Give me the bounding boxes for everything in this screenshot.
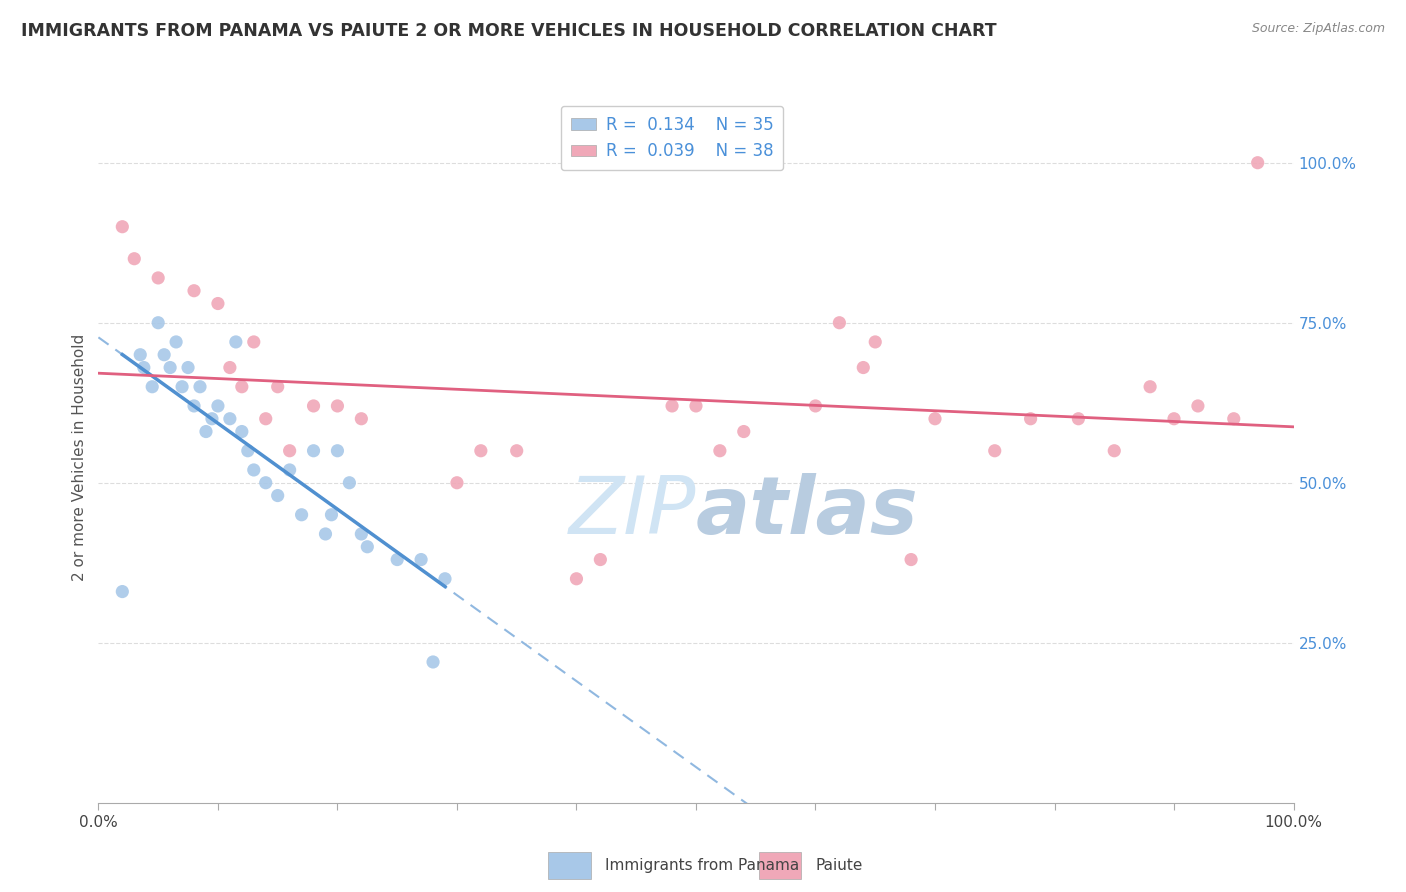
Point	[1223, 411, 1246, 425]
Point	[411, 552, 433, 566]
Point	[141, 380, 163, 394]
Point	[225, 334, 247, 349]
Point	[243, 334, 266, 349]
Point	[326, 399, 349, 413]
Point	[709, 443, 731, 458]
Point	[326, 443, 349, 458]
Point	[589, 552, 612, 566]
Point	[219, 411, 242, 425]
Point	[1104, 443, 1126, 458]
Point	[321, 508, 343, 522]
Point	[153, 348, 176, 362]
Point	[231, 380, 253, 394]
Text: ZIP: ZIP	[568, 474, 696, 551]
Point	[236, 443, 259, 458]
Point	[865, 334, 887, 349]
Point	[111, 219, 134, 234]
Point	[165, 334, 187, 349]
Point	[385, 552, 409, 566]
Point	[661, 399, 683, 413]
Point	[302, 443, 325, 458]
Point	[188, 380, 211, 394]
Point	[291, 508, 314, 522]
Point	[1067, 411, 1090, 425]
Point	[1019, 411, 1042, 425]
Point	[231, 425, 253, 439]
Point	[434, 572, 457, 586]
Point	[254, 475, 277, 490]
Point	[278, 443, 301, 458]
Point	[685, 399, 707, 413]
Point	[506, 443, 529, 458]
Point	[183, 399, 205, 413]
Point	[183, 284, 205, 298]
Point	[804, 399, 827, 413]
Legend: R =  0.134    N = 35, R =  0.039    N = 38: R = 0.134 N = 35, R = 0.039 N = 38	[561, 106, 783, 170]
Point	[177, 360, 200, 375]
Point	[1187, 399, 1209, 413]
FancyBboxPatch shape	[759, 852, 801, 879]
Text: Paiute: Paiute	[815, 858, 863, 872]
Point	[195, 425, 218, 439]
Point	[446, 475, 468, 490]
Point	[900, 552, 922, 566]
Point	[422, 655, 444, 669]
Point	[470, 443, 492, 458]
Text: atlas: atlas	[696, 474, 918, 551]
Point	[1139, 380, 1161, 394]
Text: Immigrants from Panama: Immigrants from Panama	[605, 858, 799, 872]
Point	[733, 425, 755, 439]
Point	[302, 399, 325, 413]
Point	[350, 527, 373, 541]
Point	[315, 527, 337, 541]
Point	[207, 296, 229, 310]
Point	[243, 463, 266, 477]
Text: Source: ZipAtlas.com: Source: ZipAtlas.com	[1251, 22, 1385, 36]
Point	[267, 489, 290, 503]
Point	[350, 411, 373, 425]
Point	[159, 360, 181, 375]
Y-axis label: 2 or more Vehicles in Household: 2 or more Vehicles in Household	[72, 334, 87, 581]
Point	[219, 360, 242, 375]
Point	[356, 540, 378, 554]
Point	[129, 348, 152, 362]
Point	[267, 380, 290, 394]
Point	[278, 463, 301, 477]
Point	[172, 380, 194, 394]
Point	[148, 316, 170, 330]
Point	[207, 399, 229, 413]
Point	[852, 360, 875, 375]
Point	[1247, 155, 1270, 169]
Point	[254, 411, 277, 425]
Point	[124, 252, 146, 266]
Point	[111, 584, 134, 599]
Point	[565, 572, 588, 586]
Text: IMMIGRANTS FROM PANAMA VS PAIUTE 2 OR MORE VEHICLES IN HOUSEHOLD CORRELATION CHA: IMMIGRANTS FROM PANAMA VS PAIUTE 2 OR MO…	[21, 22, 997, 40]
Point	[339, 475, 361, 490]
Point	[924, 411, 946, 425]
Point	[1163, 411, 1185, 425]
Point	[984, 443, 1007, 458]
Point	[148, 271, 170, 285]
Point	[201, 411, 224, 425]
Point	[132, 360, 155, 375]
FancyBboxPatch shape	[548, 852, 591, 879]
Point	[828, 316, 851, 330]
